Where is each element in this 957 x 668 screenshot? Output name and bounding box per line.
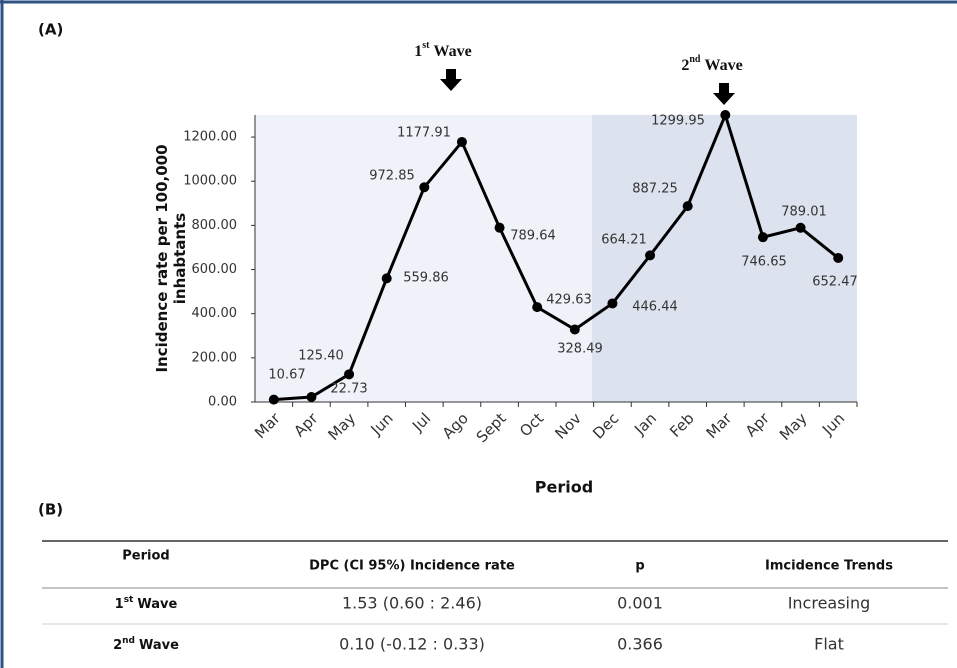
y-tick-label: 400.00	[192, 306, 238, 321]
y-tick-label: 600.00	[192, 262, 238, 277]
data-point	[344, 369, 355, 380]
y-axis-title-line: Incidence rate per 100,000	[153, 144, 171, 372]
data-point	[419, 182, 430, 193]
y-tick-label: 0.00	[208, 395, 237, 410]
data-label: 652.47	[812, 275, 858, 290]
annotation: 1st Wave	[414, 40, 471, 59]
data-point	[494, 222, 505, 233]
data-point	[456, 136, 467, 147]
data-label: 789.64	[510, 229, 556, 244]
ordinal-number: 1	[115, 597, 124, 612]
data-label: 10.67	[268, 368, 305, 383]
y-axis-title: Incidence rate per 100,000inhabtants	[153, 144, 189, 372]
table-header: Imcidence Trends	[765, 559, 893, 574]
panel-label: (B)	[38, 501, 63, 519]
y-tick-label: 1200.00	[183, 130, 237, 145]
data-label: 446.44	[632, 300, 678, 315]
data-label: 664.21	[601, 233, 647, 248]
table-header: DPC (CI 95%) Incidence rate	[309, 559, 515, 574]
y-tick-label: 1000.00	[183, 174, 237, 189]
y-tick-label: 200.00	[192, 350, 238, 365]
data-point	[268, 394, 279, 405]
table-cell: Increasing	[788, 594, 871, 613]
x-axis-title: Period	[535, 478, 593, 497]
data-point	[532, 302, 543, 313]
ordinal-suffix: st	[124, 595, 134, 605]
data-label: 746.65	[741, 255, 787, 270]
table-cell: 1.53 (0.60 : 2.46)	[342, 594, 482, 613]
data-point	[645, 250, 656, 261]
panel-label: (A)	[38, 21, 63, 39]
table-cell: 0.366	[617, 635, 663, 654]
data-point	[833, 252, 844, 263]
annotation: 2nd Wave	[681, 54, 742, 73]
data-point	[795, 222, 806, 233]
data-point	[757, 232, 768, 243]
y-tick-label: 800.00	[192, 218, 238, 233]
data-label: 328.49	[557, 342, 603, 357]
data-point	[720, 110, 731, 121]
data-label: 789.01	[781, 205, 827, 220]
table: Period DPC (CI 95%) Incidence rate p Imcide…	[113, 549, 893, 654]
data-label: 429.63	[546, 293, 592, 308]
row-label: Wave	[139, 638, 179, 653]
table-cell: 0.001	[617, 594, 663, 613]
y-axis-title-line: inhabtants	[171, 213, 189, 305]
data-label: 887.25	[632, 182, 678, 197]
data-point	[607, 298, 618, 309]
data-label: 22.73	[330, 382, 367, 397]
data-line	[273, 110, 840, 402]
wave1-region	[255, 115, 592, 402]
data-label: 1299.95	[651, 114, 705, 129]
data-point	[306, 391, 317, 402]
data-label: 1177.91	[397, 126, 451, 141]
table-header: Period	[122, 549, 169, 564]
arrow	[440, 69, 462, 91]
table-cell: 1st Wave	[115, 595, 178, 612]
table-cell: Flat	[814, 635, 844, 654]
ordinal-suffix: nd	[122, 636, 135, 646]
data-point	[682, 201, 693, 212]
ordinal-number: 2	[113, 638, 122, 653]
data-label: 125.40	[298, 349, 344, 364]
data-point	[381, 273, 392, 284]
data-label: 559.86	[403, 271, 449, 286]
wave2-region	[592, 115, 857, 402]
row-label: Wave	[137, 597, 177, 612]
table-cell: 2nd Wave	[113, 636, 179, 653]
data-label: 972.85	[369, 169, 415, 184]
table-header: p	[635, 559, 644, 574]
table-cell: 0.10 (-0.12 : 0.33)	[339, 635, 485, 654]
arrow	[713, 83, 735, 105]
data-point	[569, 324, 580, 335]
